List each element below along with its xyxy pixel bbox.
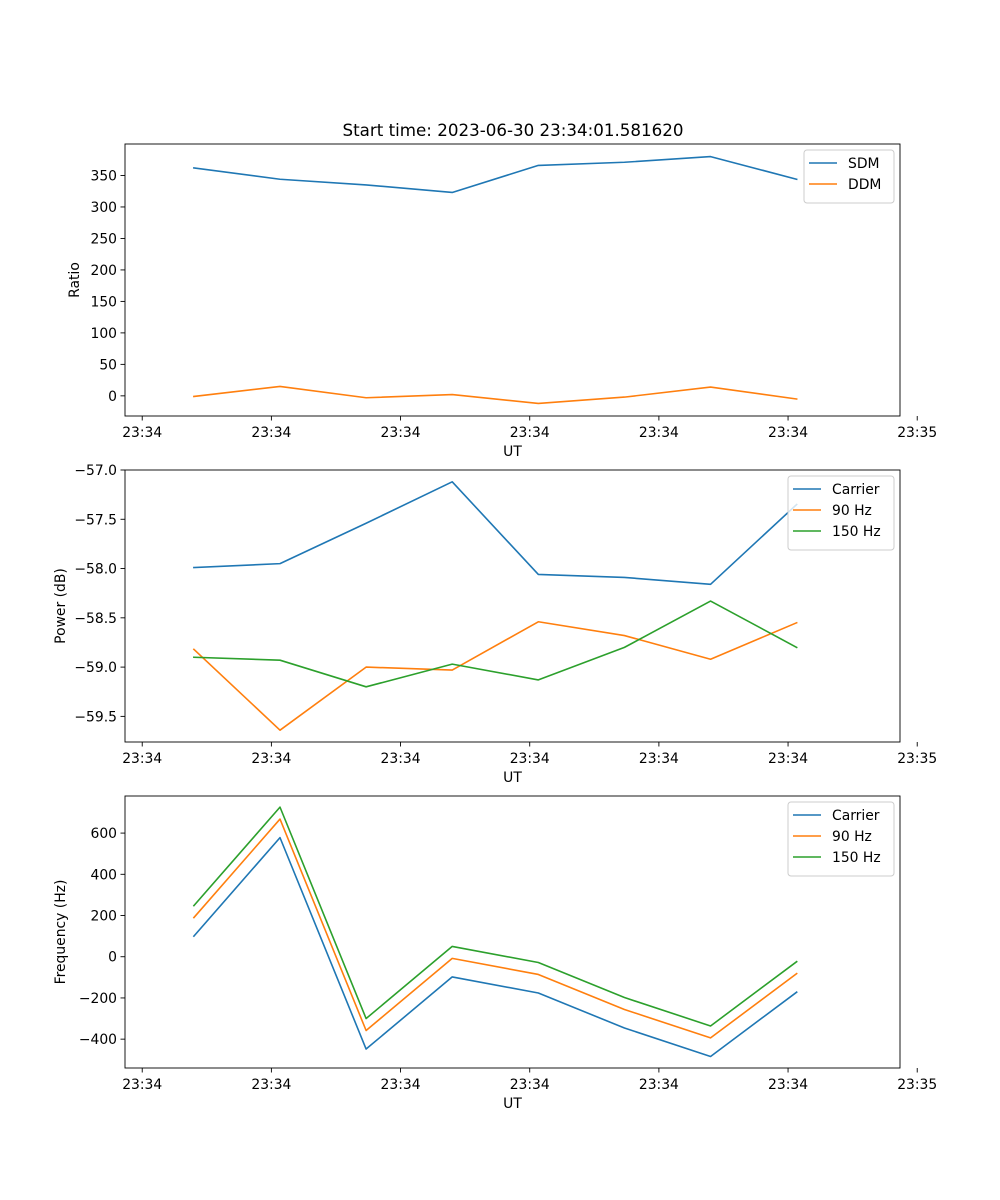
x-tick-label: 23:34 <box>381 751 421 767</box>
x-axis-label: UT <box>503 1096 522 1112</box>
x-tick-label: 23:34 <box>768 751 808 767</box>
x-tick-label: 23:34 <box>639 1077 679 1093</box>
chart-panel-3: 23:34 23:34 23:34 23:34 23:34 23:34 23:35 −400 −… <box>53 795 937 1112</box>
x-tick-label: 23:34 <box>251 751 291 767</box>
y-axis-label: Ratio <box>67 262 83 298</box>
x-tick-label: 23:34 <box>381 425 421 441</box>
x-tick-label: 23:34 <box>122 1077 162 1093</box>
x-tick-label: 23:34 <box>251 425 291 441</box>
x-tick-label: 23:35 <box>897 1077 937 1093</box>
x-tick-label: 23:34 <box>768 1077 808 1093</box>
legend: Carrier 90 Hz 150 Hz <box>787 801 895 877</box>
axes-frame <box>124 143 901 417</box>
x-tick-label: 23:35 <box>897 751 937 767</box>
y-tick-label: 300 <box>90 200 117 216</box>
legend-label: SDM <box>848 156 880 172</box>
series-line-90-hz <box>192 620 798 731</box>
x-axis-label: UT <box>503 444 522 460</box>
series-line-carrier <box>192 836 798 1058</box>
y-tick-label: 100 <box>90 326 117 342</box>
legend-label: Carrier <box>832 482 880 498</box>
y-tick-label: 600 <box>90 826 117 842</box>
x-tick-label: 23:34 <box>251 1077 291 1093</box>
y-axis-label: Frequency (Hz) <box>53 880 69 985</box>
legend-label: Carrier <box>832 808 880 824</box>
y-tick-label: −400 <box>79 1032 117 1048</box>
x-tick-label: 23:34 <box>381 1077 421 1093</box>
y-tick-label: 350 <box>90 168 117 184</box>
y-tick-label: −57.5 <box>74 512 117 528</box>
legend-label: 150 Hz <box>832 524 881 540</box>
chart-panel-1: 23:34 23:34 23:34 23:34 23:34 23:34 23:35 0 50 10… <box>67 143 937 460</box>
legend: SDM DDM <box>803 149 895 204</box>
x-tick-label: 23:34 <box>510 751 550 767</box>
axes-frame <box>124 469 901 743</box>
y-tick-label: 400 <box>90 867 117 883</box>
series-line-150-hz <box>193 600 798 688</box>
x-tick-label: 23:34 <box>768 425 808 441</box>
y-tick-label: −59.5 <box>74 709 117 725</box>
y-tick-label: 50 <box>99 357 117 373</box>
x-tick-label: 23:34 <box>510 425 550 441</box>
legend-label: DDM <box>848 177 881 193</box>
y-tick-label: 150 <box>90 294 117 310</box>
legend-label: 90 Hz <box>832 829 872 845</box>
y-axis-label: Power (dB) <box>53 568 69 644</box>
y-tick-label: 200 <box>90 263 117 279</box>
y-tick-label: −59.0 <box>74 660 117 676</box>
y-tick-label: −200 <box>79 991 117 1007</box>
chart-panel-2: 23:34 23:34 23:34 23:34 23:34 23:34 23:35 −59.5… <box>53 463 937 786</box>
legend-label: 90 Hz <box>832 503 872 519</box>
x-tick-label: 23:34 <box>639 751 679 767</box>
legend: Carrier 90 Hz 150 Hz <box>787 475 895 551</box>
x-tick-label: 23:35 <box>897 425 937 441</box>
series-line-carrier <box>193 481 798 586</box>
series-line-150-hz <box>192 806 798 1027</box>
series-line-90-hz <box>192 818 798 1039</box>
y-tick-label: 0 <box>108 950 117 966</box>
legend-label: 150 Hz <box>832 850 881 866</box>
figure-title: Start time: 2023-06-30 23:34:01.581620 <box>343 120 684 140</box>
x-tick-label: 23:34 <box>510 1077 550 1093</box>
x-tick-label: 23:34 <box>122 425 162 441</box>
axes-frame <box>124 795 901 1069</box>
series-line-ddm <box>193 385 798 405</box>
y-tick-label: −58.0 <box>74 562 117 578</box>
y-tick-label: 0 <box>108 389 117 405</box>
y-tick-label: 250 <box>90 231 117 247</box>
series-line-sdm <box>192 155 798 194</box>
x-tick-label: 23:34 <box>639 425 679 441</box>
y-tick-label: −58.5 <box>74 611 117 627</box>
y-tick-label: −57.0 <box>74 463 117 479</box>
x-tick-label: 23:34 <box>122 751 162 767</box>
y-tick-label: 200 <box>90 909 117 925</box>
x-axis-label: UT <box>503 770 522 786</box>
